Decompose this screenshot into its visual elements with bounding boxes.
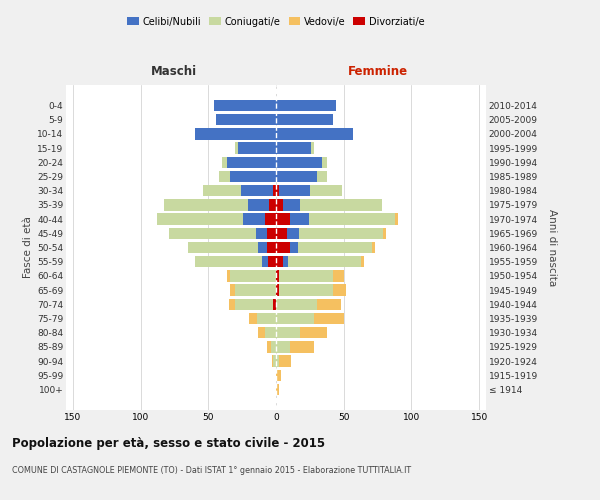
Bar <box>265 214 276 225</box>
Bar <box>279 185 310 196</box>
Bar <box>230 171 276 182</box>
Bar <box>372 242 375 253</box>
Bar <box>279 284 333 296</box>
Bar <box>279 356 291 367</box>
Bar <box>188 242 259 253</box>
Bar <box>298 242 372 253</box>
Bar <box>195 128 276 140</box>
Bar <box>238 142 276 154</box>
Bar <box>290 341 314 352</box>
Y-axis label: Fasce di età: Fasce di età <box>23 216 33 278</box>
Bar <box>311 142 314 154</box>
Bar <box>271 341 276 352</box>
Bar <box>288 256 361 268</box>
Bar <box>266 341 271 352</box>
Bar <box>276 341 290 352</box>
Bar <box>283 199 301 210</box>
Bar <box>276 199 283 210</box>
Bar <box>276 114 333 126</box>
Bar <box>273 298 276 310</box>
Bar <box>333 270 344 281</box>
Bar <box>157 214 244 225</box>
Bar <box>310 185 343 196</box>
Bar <box>268 256 276 268</box>
Bar <box>276 214 290 225</box>
Bar <box>203 185 241 196</box>
Bar <box>273 356 276 367</box>
Bar <box>214 100 276 111</box>
Bar <box>276 313 314 324</box>
Bar <box>248 199 269 210</box>
Bar <box>265 327 276 338</box>
Bar <box>276 100 335 111</box>
Bar <box>276 128 353 140</box>
Bar <box>283 256 288 268</box>
Bar <box>276 142 311 154</box>
Bar <box>230 270 276 281</box>
Bar <box>222 156 227 168</box>
Bar <box>308 214 395 225</box>
Bar <box>230 284 235 296</box>
Bar <box>395 214 398 225</box>
Bar <box>290 214 308 225</box>
Bar <box>259 242 266 253</box>
Bar <box>276 298 317 310</box>
Bar <box>262 256 268 268</box>
Bar <box>266 242 276 253</box>
Bar <box>322 156 328 168</box>
Bar <box>287 228 299 239</box>
Bar <box>276 156 322 168</box>
Text: COMUNE DI CASTAGNOLE PIEMONTE (TO) - Dati ISTAT 1° gennaio 2015 - Elaborazione T: COMUNE DI CASTAGNOLE PIEMONTE (TO) - Dat… <box>12 466 411 475</box>
Bar <box>276 284 279 296</box>
Bar <box>164 199 248 210</box>
Bar <box>317 298 341 310</box>
Bar <box>235 284 276 296</box>
Bar <box>276 384 279 395</box>
Bar <box>229 298 235 310</box>
Bar <box>383 228 386 239</box>
Bar <box>314 313 344 324</box>
Bar <box>259 327 265 338</box>
Bar <box>279 270 333 281</box>
Bar <box>219 171 230 182</box>
Bar <box>276 270 279 281</box>
Bar <box>301 327 328 338</box>
Bar <box>256 228 266 239</box>
Bar <box>361 256 364 268</box>
Bar <box>269 199 276 210</box>
Bar <box>276 370 281 381</box>
Bar <box>235 142 238 154</box>
Y-axis label: Anni di nascita: Anni di nascita <box>547 209 557 286</box>
Bar <box>290 242 298 253</box>
Bar <box>227 270 230 281</box>
Bar <box>227 156 276 168</box>
Bar <box>257 313 276 324</box>
Bar <box>217 114 276 126</box>
Text: Popolazione per età, sesso e stato civile - 2015: Popolazione per età, sesso e stato civil… <box>12 438 325 450</box>
Bar <box>276 356 279 367</box>
Text: Femmine: Femmine <box>347 66 407 78</box>
Bar <box>276 171 317 182</box>
Bar <box>195 256 262 268</box>
Bar <box>333 284 346 296</box>
Bar <box>244 214 265 225</box>
Legend: Celibi/Nubili, Coniugati/e, Vedovi/e, Divorziati/e: Celibi/Nubili, Coniugati/e, Vedovi/e, Di… <box>125 15 427 28</box>
Bar <box>266 228 276 239</box>
Bar <box>272 356 273 367</box>
Bar <box>276 185 279 196</box>
Bar <box>241 185 273 196</box>
Bar <box>169 228 256 239</box>
Text: Maschi: Maschi <box>151 66 197 78</box>
Bar <box>249 313 257 324</box>
Bar <box>301 199 382 210</box>
Bar <box>235 298 273 310</box>
Bar <box>276 228 287 239</box>
Bar <box>276 327 301 338</box>
Bar <box>276 256 283 268</box>
Bar <box>317 171 328 182</box>
Bar <box>299 228 383 239</box>
Bar <box>276 242 290 253</box>
Bar <box>273 185 276 196</box>
